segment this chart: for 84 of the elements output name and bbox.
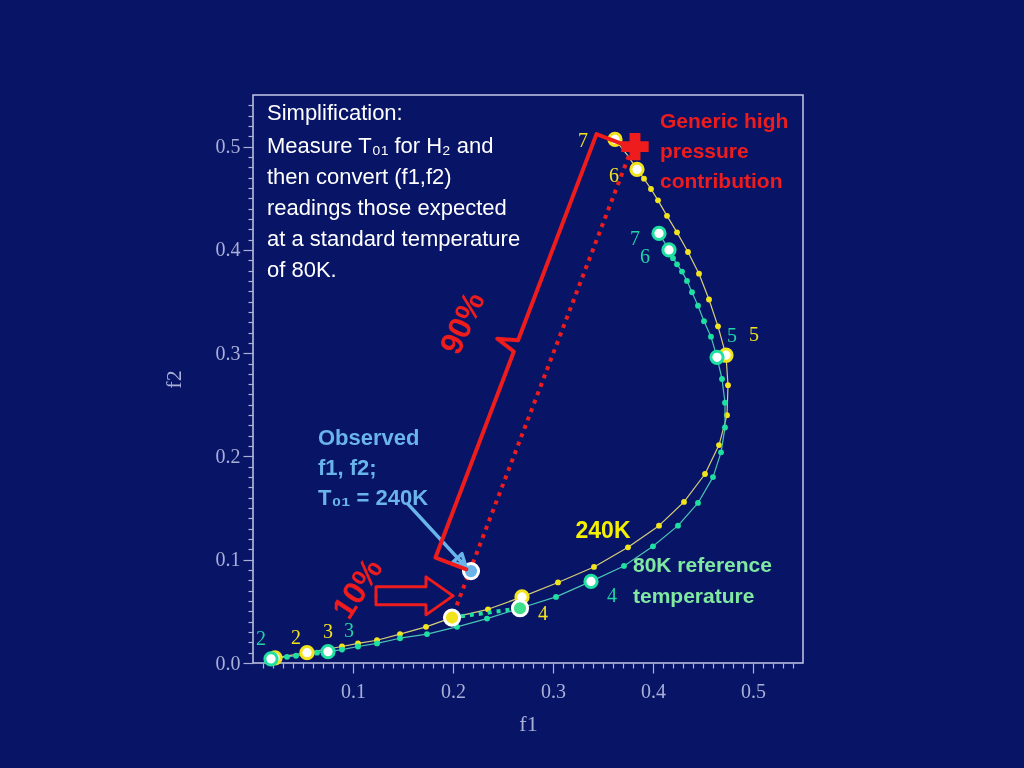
point [621, 563, 627, 569]
annotation: 3 [344, 618, 354, 641]
point [681, 498, 687, 505]
annotation: 5 [727, 324, 737, 347]
annotation: 3 [323, 619, 333, 642]
x-tick-label: 0.2 [441, 679, 466, 702]
point [716, 442, 722, 448]
x-tick-label: 0.1 [341, 679, 366, 702]
point [641, 175, 647, 182]
point [650, 543, 656, 550]
point [708, 333, 714, 340]
point [689, 289, 695, 296]
point [555, 579, 561, 586]
point [423, 623, 429, 630]
annotation: 7 [630, 227, 640, 250]
y-tick-label: 0.0 [215, 651, 241, 674]
point [709, 349, 725, 365]
point [424, 631, 430, 637]
point [320, 644, 336, 660]
y-tick-label: 0.4 [215, 238, 241, 261]
point [706, 296, 712, 303]
annotation: 4 [607, 584, 617, 607]
point [719, 376, 725, 382]
point [625, 544, 631, 551]
point [293, 652, 299, 659]
y-tick-label: 0.2 [215, 444, 241, 467]
point [664, 212, 670, 219]
annotation: 6 [609, 164, 619, 187]
point [621, 132, 649, 161]
x-tick-label: 0.3 [541, 679, 566, 702]
annotation: Measure T₀₁ for H₂ and then convert (f1,f2) readings those expected at a standard temperature of 80K. [267, 133, 521, 282]
y-tick-label: 0.5 [215, 135, 241, 158]
x-axis-title: f1 [519, 710, 538, 736]
y-tick-label: 0.1 [215, 548, 241, 571]
y-axis-title: f2 [160, 370, 186, 389]
point [722, 424, 728, 431]
annotation: Generic high pressure contribution [660, 108, 789, 192]
point [284, 653, 290, 660]
point [655, 197, 661, 204]
point [299, 645, 315, 661]
y-tick-label: 0.3 [215, 341, 241, 364]
point [661, 242, 677, 258]
point [656, 522, 662, 529]
point [685, 249, 691, 255]
x-tick-label: 0.5 [741, 679, 766, 702]
point [648, 186, 654, 192]
annotation: 80K reference temperature [633, 552, 772, 607]
annotation: 240K [575, 516, 631, 543]
annotation: 2 [291, 625, 301, 648]
point [629, 161, 645, 177]
point [553, 594, 559, 600]
point [651, 225, 667, 241]
annotation: 2 [256, 626, 266, 649]
point [695, 500, 701, 506]
point [484, 615, 490, 622]
annotation: 5 [749, 323, 759, 346]
point [675, 522, 681, 529]
point [702, 471, 708, 477]
point [674, 261, 680, 268]
point [314, 649, 320, 656]
point [718, 449, 724, 456]
point [696, 270, 702, 277]
point [591, 564, 597, 570]
point [684, 277, 690, 284]
point [695, 302, 701, 309]
x-tick-label: 0.4 [641, 679, 666, 702]
point [510, 599, 530, 618]
annotation: 90% [432, 286, 492, 360]
point [583, 573, 599, 590]
point [715, 323, 721, 330]
point [397, 635, 403, 642]
annotation: 7 [578, 129, 588, 152]
annotation: 4 [538, 601, 548, 624]
annotation: 6 [640, 244, 650, 267]
point [263, 651, 279, 667]
point [725, 382, 731, 389]
point [701, 318, 707, 325]
point [442, 608, 462, 627]
point [710, 474, 716, 481]
annotation: Observed f1, f2; T₀₁ = 240K [318, 425, 429, 511]
point [722, 399, 728, 406]
point [674, 229, 680, 236]
annotation: Simplification: [267, 100, 403, 125]
point [679, 268, 685, 275]
